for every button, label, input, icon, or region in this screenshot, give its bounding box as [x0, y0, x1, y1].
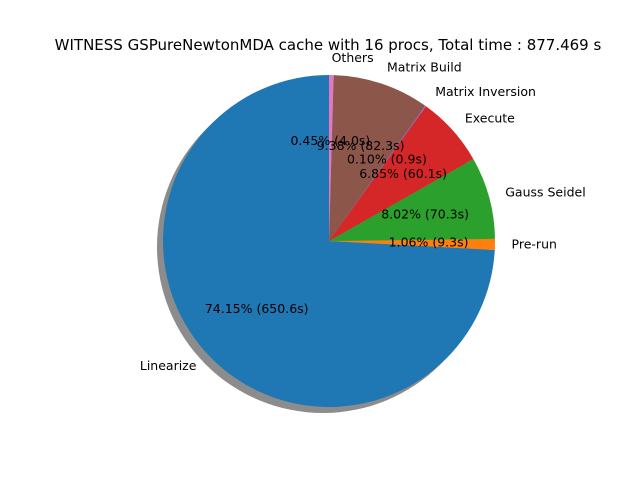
percent-label: 0.10% (0.9s) — [347, 151, 427, 166]
chart-title: WITNESS GSPureNewtonMDA cache with 16 pr… — [55, 36, 602, 54]
slice-labels: Linearize Pre-run Gauss Seidel Execute Matri… — [140, 50, 586, 373]
pie-slice-gauss-seidel — [329, 159, 495, 241]
percent-label: 74.15% (650.6s) — [205, 301, 309, 316]
slice-label: Matrix Build — [387, 59, 462, 74]
pie-slice-pre-run — [329, 238, 495, 250]
percent-label: 1.06% (9.3s) — [389, 235, 469, 250]
pie-slice-execute — [329, 106, 474, 241]
pie-slice-others — [329, 75, 334, 241]
slice-label: Others — [332, 50, 374, 65]
percent-labels: 74.15% (650.6s) 1.06% (9.3s) 8.02% (70.3s)… — [205, 133, 469, 316]
slice-label: Linearize — [140, 358, 197, 373]
pie-slice-linearize — [162, 75, 495, 407]
slice-label: Pre-run — [512, 236, 557, 251]
percent-label: 0.45% (4.0s) — [290, 133, 370, 148]
slice-label: Matrix Inversion — [435, 84, 536, 99]
pie-slices — [162, 75, 495, 407]
slice-label: Gauss Seidel — [505, 185, 585, 200]
percent-label: 8.02% (70.3s) — [381, 206, 469, 221]
percent-label: 9.38% (82.3s) — [317, 138, 405, 153]
slice-label: Execute — [465, 110, 515, 125]
pie-slice-matrix-build — [329, 75, 426, 241]
pie-slice-matrix-inversion — [329, 105, 426, 241]
percent-label: 6.85% (60.1s) — [359, 166, 447, 181]
